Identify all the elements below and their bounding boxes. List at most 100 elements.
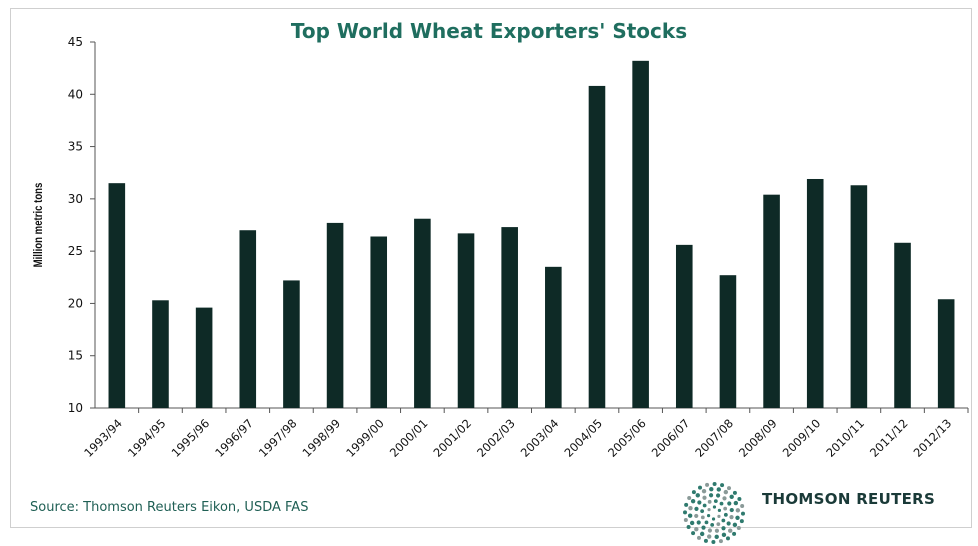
logo-dot [719,501,724,506]
bar [501,227,518,408]
bar [370,236,388,408]
y-tick-label: 20 [68,296,83,310]
x-tick-label: 1999/00 [343,416,387,460]
logo-dot [729,514,734,520]
logo-dot [723,489,729,495]
logo-dot [735,508,741,513]
logo-dot [740,504,745,509]
bar [588,85,606,409]
logo-dot [725,536,730,541]
logo-dot [698,485,703,490]
x-tick-label: 2000/01 [387,416,431,460]
bar [152,300,169,408]
logo-dot [714,528,720,533]
x-tick-label: 2011/12 [867,416,911,460]
logo-dot [714,534,719,540]
y-tick-label: 25 [68,244,83,258]
logo-dot [709,486,714,492]
logo-dot [696,535,701,540]
bar-chart: 10 15 20 25 30 35 40 45 Million metric tons 1993/… [32,35,969,460]
logo-dot [717,514,721,518]
logo-dot [699,531,705,537]
logo-dot [710,522,715,527]
logo-dot [707,508,711,512]
x-tick-label: 2006/07 [649,416,693,460]
x-tick-label: 2002/03 [474,416,518,460]
logo-dot [717,508,722,513]
logo-dot [687,513,693,518]
bar [326,222,344,408]
logo-dot [688,506,693,511]
x-tick-label: 2004/05 [561,416,605,460]
bar [239,230,257,408]
logo-dot [694,513,699,519]
logo-dot [727,486,732,491]
logo-dot [740,511,745,516]
x-tick-label: 2008/09 [736,416,780,460]
logo-dot [715,493,721,498]
logo-dot [700,515,705,520]
logo-dot [727,501,732,506]
logo-dot [707,534,712,539]
logo-dot [708,493,714,498]
logo-dot [683,510,688,515]
bar [545,266,562,408]
thomson-reuters-logo-icon [683,482,745,544]
logo-dot [736,526,741,531]
logo-dot [735,515,740,520]
logo-dot [721,532,727,538]
logo-dot [686,524,691,529]
logo-dot [718,539,723,544]
bar [763,194,780,408]
logo-dot [739,519,744,524]
x-tick-label: 2003/04 [518,416,562,460]
y-tick-label: 15 [68,349,83,363]
bar [719,275,737,408]
logo-dot [707,528,713,533]
logo-dot [702,503,707,508]
x-tick-label: 2007/08 [692,416,736,460]
x-tick-label: 2009/10 [780,416,824,460]
logo-dot [733,500,739,506]
y-tick-label: 10 [68,401,83,415]
logo-dot [732,490,737,495]
logo-dot [729,494,734,499]
logo-dot [737,497,742,502]
bar [283,280,300,408]
chart-title: Top World Wheat Exporters' Stocks [290,19,688,43]
bar [414,218,431,408]
bar [108,183,126,408]
logo-dot [707,499,712,504]
x-tick-label: 2010/11 [823,416,867,460]
logo-dot [703,538,708,543]
logo-dot [722,496,727,501]
logo-dot [728,528,733,533]
logo-dot [684,502,689,507]
bar [894,242,911,408]
logo-dot [689,520,695,526]
logo-dot [712,505,717,509]
logo-dot [697,500,702,505]
logo-dot [716,522,721,527]
x-tick-label: 1997/98 [256,416,300,460]
logo-dot [700,509,705,514]
bar [457,233,475,408]
logo-dot [713,499,718,504]
logo-dot [690,498,696,504]
bar [632,60,649,409]
bar [850,185,868,408]
logo-dot [721,518,726,523]
logo-dot [732,522,738,528]
y-tick-label: 45 [68,35,83,49]
logo-dot [696,520,701,525]
logo-dot [729,507,734,513]
logo-dot [687,495,692,500]
x-tick-label: 2001/02 [430,416,474,460]
logo-dot [706,513,711,518]
x-tick-label: 2012/13 [911,416,955,460]
logo-dot [683,517,688,522]
x-tick-label: 1994/95 [125,416,169,460]
logo-dot [723,506,728,511]
logo-dot [701,525,706,530]
x-tick-label: 1996/97 [212,416,256,460]
